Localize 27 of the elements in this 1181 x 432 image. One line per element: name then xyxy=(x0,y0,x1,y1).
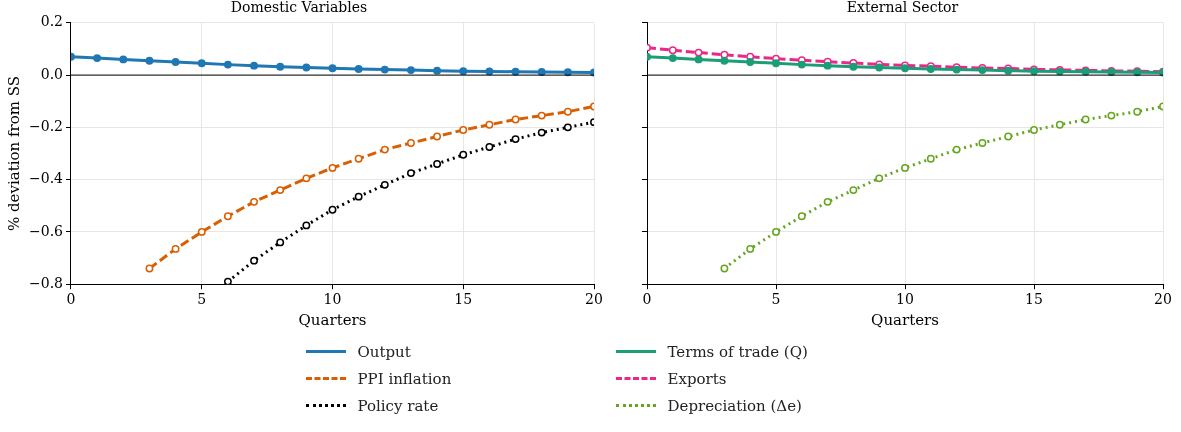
x-tick-label: 20 xyxy=(1154,291,1172,308)
legend-label: PPI inflation xyxy=(357,369,452,388)
y-tick-label: −0.6 xyxy=(29,222,64,239)
x-tick-label: 10 xyxy=(896,291,914,308)
y-tick-label: −0.4 xyxy=(29,170,64,187)
legend-label: Policy rate xyxy=(357,396,439,415)
y-tick-label: 0.2 xyxy=(40,13,63,30)
x-tick-label: 0 xyxy=(66,291,76,308)
y-axis-title: % deviation from SS xyxy=(4,75,23,232)
x-tick-label: 10 xyxy=(323,291,342,308)
legend-label: Exports xyxy=(667,369,727,388)
x-tick-label: 15 xyxy=(454,291,473,308)
x-tick-label: 15 xyxy=(1025,291,1043,308)
y-tick-label: 0.0 xyxy=(40,65,63,82)
legend-label: Depreciation (Δe) xyxy=(667,396,802,415)
y-tick-label: −0.8 xyxy=(29,274,63,291)
y-tick-label: −0.2 xyxy=(29,118,63,134)
x-tick-label: 5 xyxy=(771,291,781,308)
legend-label: Terms of trade (Q) xyxy=(667,342,808,361)
x-axis-title: Quarters xyxy=(871,310,939,329)
x-tick-label: 20 xyxy=(585,291,603,308)
x-tick-label: 0 xyxy=(642,291,652,308)
chart-title: External Sector xyxy=(846,0,959,16)
chart-title: Domestic Variables xyxy=(230,0,368,16)
legend-label: Output xyxy=(357,342,411,361)
x-axis-title: Quarters xyxy=(298,310,367,329)
x-tick-label: 5 xyxy=(197,291,207,308)
